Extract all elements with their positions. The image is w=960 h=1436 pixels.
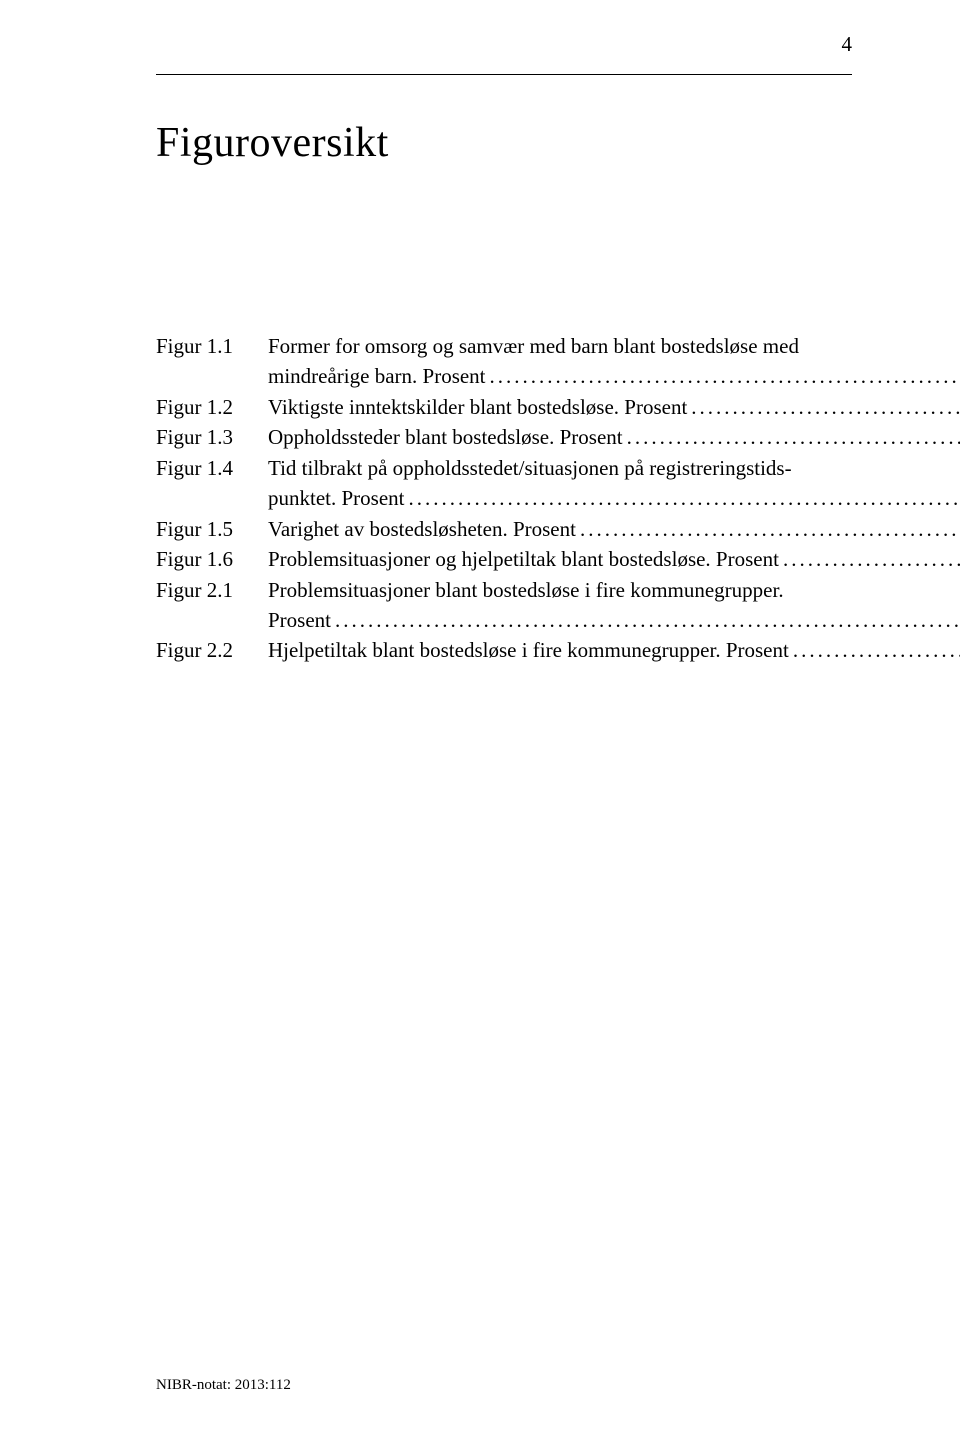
toc-row: Figur 1.6 Problemsituasjoner og hjelpeti… [156, 544, 852, 574]
toc-label: Figur 2.2 [156, 635, 268, 665]
toc-label: Figur 1.1 [156, 331, 268, 361]
toc-text: Prosent [268, 605, 331, 635]
toc-body: Problemsituasjoner og hjelpetiltak blant… [268, 544, 960, 574]
toc-text: Varighet av bostedsløsheten. Prosent [268, 514, 576, 544]
toc-text: Former for omsorg og samvær med barn bla… [268, 331, 799, 361]
toc-text: punktet. Prosent [268, 483, 405, 513]
toc-body: Problemsituasjoner blant bostedsløse i f… [268, 575, 960, 636]
toc-label: Figur 1.5 [156, 514, 268, 544]
page-title: Figuroversikt [156, 119, 852, 167]
page-number: 4 [842, 32, 853, 57]
toc-leader: ........................................… [409, 483, 960, 513]
toc-text: mindreårige barn. Prosent [268, 361, 486, 391]
toc-body: Varighet av bostedsløsheten. Prosent ...… [268, 514, 960, 544]
toc-text: Hjelpetiltak blant bostedsløse i fire ko… [268, 635, 789, 665]
toc-row: Figur 1.1 Former for omsorg og samvær me… [156, 331, 852, 392]
toc-label: Figur 1.6 [156, 544, 268, 574]
toc-leader: ........................................… [783, 544, 960, 574]
toc-label: Figur 1.4 [156, 453, 268, 483]
toc-row: Figur 1.2 Viktigste inntektskilder blant… [156, 392, 852, 422]
toc-leader: ........................................… [793, 635, 960, 665]
toc-text: Problemsituasjoner blant bostedsløse i f… [268, 575, 784, 605]
toc-body: Tid tilbrakt på oppholdsstedet/situasjon… [268, 453, 960, 514]
footer: NIBR-notat: 2013:112 [156, 1377, 291, 1394]
toc-row: Figur 1.4 Tid tilbrakt på oppholdsstedet… [156, 453, 852, 514]
toc-row: Figur 2.1 Problemsituasjoner blant boste… [156, 575, 852, 636]
toc-body: Former for omsorg og samvær med barn bla… [268, 331, 960, 392]
toc-leader: ........................................… [335, 605, 960, 635]
toc-row: Figur 2.2 Hjelpetiltak blant bostedsløse… [156, 635, 852, 665]
toc-row: Figur 1.3 Oppholdssteder blant bostedslø… [156, 422, 852, 452]
toc-leader: ........................................… [580, 514, 960, 544]
toc-label: Figur 1.2 [156, 392, 268, 422]
toc-body: Oppholdssteder blant bostedsløse. Prosen… [268, 422, 960, 452]
top-rule [156, 74, 852, 75]
toc-leader: ........................................… [627, 422, 960, 452]
toc-text: Viktigste inntektskilder blant bostedslø… [268, 392, 687, 422]
toc-body: Viktigste inntektskilder blant bostedslø… [268, 392, 960, 422]
toc-text: Problemsituasjoner og hjelpetiltak blant… [268, 544, 779, 574]
toc-leader: ........................................… [691, 392, 960, 422]
toc-text: Tid tilbrakt på oppholdsstedet/situasjon… [268, 453, 792, 483]
toc-row: Figur 1.5 Varighet av bostedsløsheten. P… [156, 514, 852, 544]
page: 4 Figuroversikt Figur 1.1 Former for oms… [0, 0, 960, 1436]
toc-label: Figur 2.1 [156, 575, 268, 605]
toc-label: Figur 1.3 [156, 422, 268, 452]
toc-leader: ........................................… [490, 361, 960, 391]
table-of-contents: Figur 1.1 Former for omsorg og samvær me… [156, 331, 852, 666]
toc-body: Hjelpetiltak blant bostedsløse i fire ko… [268, 635, 960, 665]
toc-text: Oppholdssteder blant bostedsløse. Prosen… [268, 422, 623, 452]
